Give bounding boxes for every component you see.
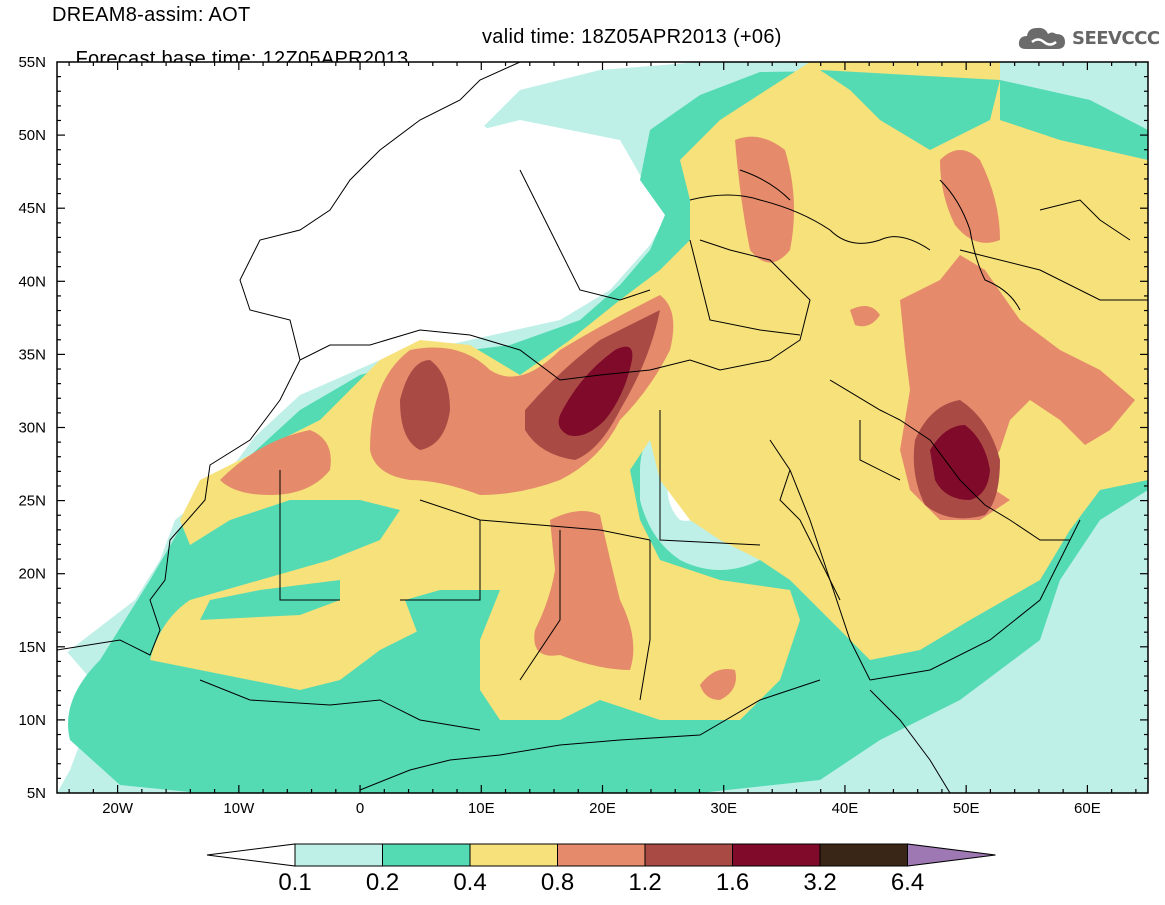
logo-text: SEEVCCC (1072, 27, 1160, 49)
lon-label: 40E (832, 800, 859, 817)
lat-label: 30N (18, 420, 46, 437)
lat-label: 5N (27, 785, 46, 802)
colorbar-box (644, 843, 733, 867)
aot-zone-1.2 (400, 360, 450, 450)
lon-label: 10W (223, 800, 255, 817)
lat-label: 35N (18, 346, 46, 363)
aot-zone-0.8 (220, 430, 331, 495)
colorbar-box (557, 843, 646, 867)
colorbar-box (732, 843, 821, 867)
longitude-labels: 20W 10W 0 10E 20E 30E 40E 50E 60E (102, 800, 1101, 817)
cloud-icon (1018, 27, 1065, 49)
colorbar-label: 0.8 (541, 869, 574, 896)
colorbar-box (294, 843, 383, 867)
lon-label: 20W (102, 800, 134, 817)
colorbar-box (469, 843, 558, 867)
aot-contour-fields (57, 62, 1148, 793)
colorbar-label: 3.2 (803, 869, 836, 896)
colorbar-label: 0.4 (453, 869, 486, 896)
lon-label: 10E (468, 800, 495, 817)
colorbar-label: 1.2 (628, 869, 661, 896)
latitude-labels: 55N 50N 45N 40N 35N 30N 25N 20N 15N 10N 5N (18, 54, 46, 802)
colorbar-label: 1.6 (716, 869, 749, 896)
colorbar-box (382, 843, 471, 867)
lon-label: 60E (1074, 800, 1101, 817)
coastlines-borders (57, 62, 1148, 793)
lat-label: 10N (18, 712, 46, 729)
valid-time: valid time: 18Z05APR2013 (+06) (482, 26, 782, 48)
lon-label: 50E (953, 800, 980, 817)
lon-label: 0 (356, 800, 364, 817)
colorbar-label: 0.1 (278, 869, 311, 896)
lat-label: 15N (18, 639, 46, 656)
colorbar-label: 0.2 (366, 869, 399, 896)
aot-zone-1.6 (558, 346, 633, 436)
lon-label: 20E (589, 800, 616, 817)
aot-zone-0.4 (150, 62, 1148, 720)
lat-label: 20N (18, 566, 46, 583)
colorbar-over-arrow (907, 843, 996, 867)
map-title: DREAM8-assim: AOT (52, 4, 251, 26)
seevccc-logo: SEEVCCC (1016, 22, 1160, 54)
colorbar-under-arrow (206, 843, 296, 867)
lon-label: 30E (710, 800, 737, 817)
colorbar-label: 6.4 (891, 869, 924, 896)
colorbar: 0.1 0.2 0.4 0.8 1.2 1.6 3.2 6.4 (206, 843, 996, 896)
lat-label: 45N (18, 200, 46, 217)
lat-label: 25N (18, 493, 46, 510)
colorbar-box (819, 843, 908, 867)
lat-label: 50N (18, 127, 46, 144)
lat-label: 40N (18, 273, 46, 290)
lat-label: 55N (18, 54, 46, 71)
